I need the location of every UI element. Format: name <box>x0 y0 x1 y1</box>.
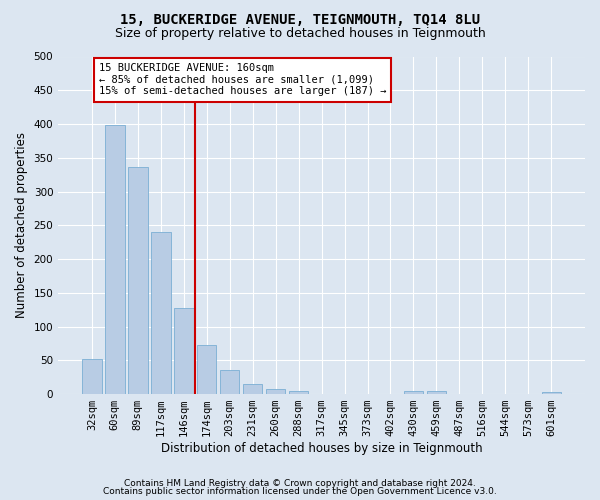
Bar <box>174 308 194 394</box>
Bar <box>243 384 262 394</box>
X-axis label: Distribution of detached houses by size in Teignmouth: Distribution of detached houses by size … <box>161 442 482 455</box>
Bar <box>427 392 446 394</box>
Bar <box>289 390 308 394</box>
Bar <box>266 390 286 394</box>
Text: 15, BUCKERIDGE AVENUE, TEIGNMOUTH, TQ14 8LU: 15, BUCKERIDGE AVENUE, TEIGNMOUTH, TQ14 … <box>120 12 480 26</box>
Bar <box>105 126 125 394</box>
Bar <box>404 390 423 394</box>
Bar <box>197 346 217 394</box>
Text: 15 BUCKERIDGE AVENUE: 160sqm
← 85% of detached houses are smaller (1,099)
15% of: 15 BUCKERIDGE AVENUE: 160sqm ← 85% of de… <box>99 64 386 96</box>
Bar <box>220 370 239 394</box>
Bar <box>542 392 561 394</box>
Bar <box>128 166 148 394</box>
Text: Contains HM Land Registry data © Crown copyright and database right 2024.: Contains HM Land Registry data © Crown c… <box>124 478 476 488</box>
Bar <box>82 359 101 394</box>
Text: Contains public sector information licensed under the Open Government Licence v3: Contains public sector information licen… <box>103 487 497 496</box>
Y-axis label: Number of detached properties: Number of detached properties <box>15 132 28 318</box>
Text: Size of property relative to detached houses in Teignmouth: Size of property relative to detached ho… <box>115 28 485 40</box>
Bar <box>151 232 170 394</box>
